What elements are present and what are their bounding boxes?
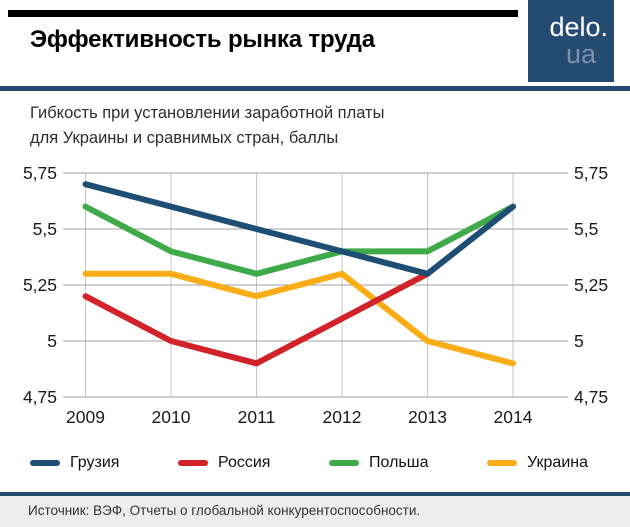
legend-item-ukraine: Украина [487,454,588,472]
legend-swatch-poland [329,460,360,466]
y-axis-tick-left: 5,5 [33,219,57,239]
header-divider [0,86,630,91]
legend-swatch-georgia [30,460,60,466]
legend-swatch-ukraine [487,460,518,466]
series-line-Россия [82,270,431,367]
x-axis-tick: 2010 [152,407,191,427]
y-axis-tick-right: 5,25 [574,275,608,295]
legend-swatch-russia [178,460,208,466]
legend-label: Россия [218,454,271,471]
y-axis-tick-left: 5,75 [23,163,57,183]
chart-legend: Грузия Россия Польша Украина [0,450,630,476]
y-axis-tick-left: 4,75 [23,387,57,407]
legend-item-poland: Польша [329,454,429,472]
y-axis-tick-right: 4,75 [574,387,608,407]
series-line-Украина [82,270,516,367]
legend-item-russia: Россия [178,454,270,472]
x-axis-tick: 2013 [408,407,447,427]
footer-divider [0,492,630,496]
logo-text-ua: ua [565,39,596,69]
top-accent-bar [8,10,518,17]
source-text: Источник: ВЭФ, Отчеты о глобальной конку… [28,503,421,518]
legend-item-georgia: Грузия [30,454,119,472]
y-axis-tick-left: 5,25 [23,275,57,295]
y-axis-tick-right: 5,75 [574,163,608,183]
legend-label: Украина [527,454,588,471]
legend-label: Грузия [70,454,120,471]
x-axis-tick: 2009 [66,407,105,427]
chart-subtitle: Гибкость при установлении заработной пла… [30,104,385,147]
x-axis-tick: 2011 [238,407,276,427]
x-axis-tick: 2014 [494,407,533,427]
line-chart: 5,75 5,75 5,5 5,5 5,25 5,25 5 5 4,75 4,75 2009 2010… [23,163,608,427]
page-title: Эффективность рынка труда [30,26,375,53]
legend-label: Польша [369,454,429,471]
logo-text-delo: delo. [549,12,608,42]
y-axis-tick-right: 5,5 [574,219,598,239]
delo-ua-logo: delo. ua [528,0,614,82]
footer: Источник: ВЭФ, Отчеты о глобальной конку… [0,496,630,527]
x-axis-tick: 2012 [323,407,362,427]
y-axis-tick-right: 5 [574,331,584,351]
y-axis-tick-left: 5 [47,331,57,351]
series-line-Польша [82,203,516,277]
series-line-Грузия [82,181,516,277]
